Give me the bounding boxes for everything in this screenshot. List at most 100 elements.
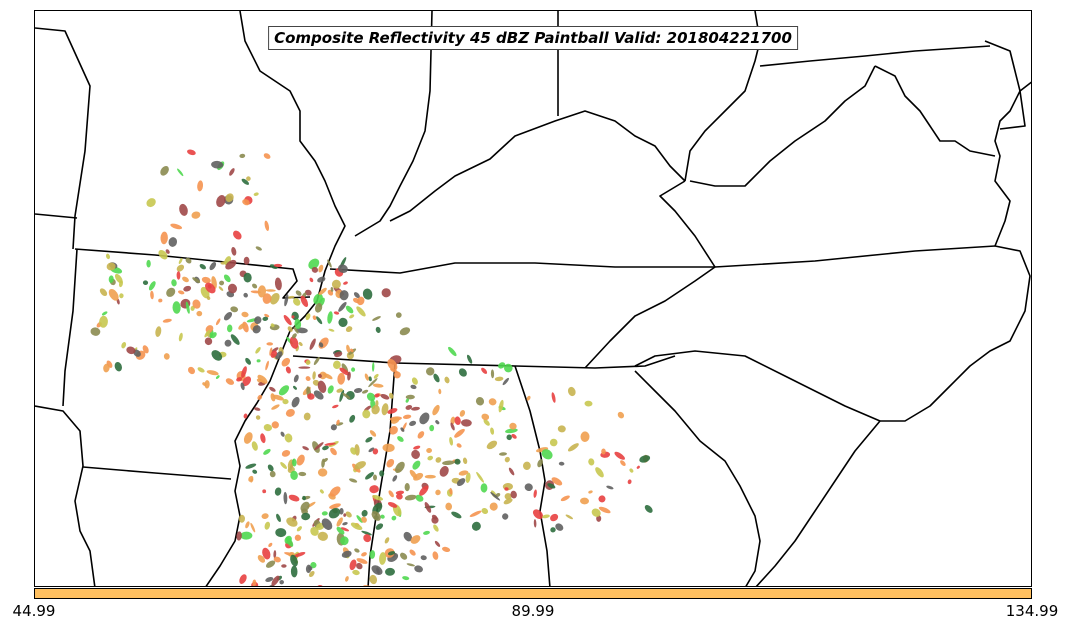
paintball-blob [305, 313, 311, 321]
paintball-blob [191, 211, 201, 219]
colorbar-tick-mid: 89.99 [511, 602, 555, 620]
paintball-blob [274, 487, 282, 496]
paintball-blob [317, 531, 328, 541]
paintball-blob [343, 513, 347, 517]
paintball-blob [206, 370, 219, 376]
paintball-blob [373, 373, 379, 379]
paintball-blob [328, 508, 341, 519]
paintball-blob [458, 470, 469, 476]
paintball-blob [327, 259, 332, 268]
paintball-blob [273, 550, 277, 559]
paintball-blob [336, 517, 343, 527]
paintball-blob [260, 433, 266, 444]
paintball-blob [196, 310, 203, 317]
paintball-blob [321, 458, 325, 468]
paintball-blob [381, 288, 391, 298]
paintball-blob [419, 412, 430, 425]
paintball-blob [400, 427, 405, 432]
paintball-blob [168, 237, 178, 247]
paintball-blob [294, 534, 302, 541]
paintball-blob [265, 577, 274, 582]
paintball-blob [380, 393, 390, 400]
paintball-blob [108, 288, 119, 301]
paintball-blob [281, 357, 291, 367]
paintball-blob [536, 447, 549, 453]
paintball-blob [245, 521, 250, 529]
paintball-blob [314, 585, 325, 586]
paintball-blob [432, 404, 440, 416]
paintball-blob [225, 193, 234, 203]
paintball-blob [163, 353, 170, 360]
paintball-blob [498, 362, 506, 369]
paintball-blob [606, 485, 614, 490]
paintball-blob [177, 168, 184, 177]
paintball-blob [318, 264, 324, 273]
paintball-blob [148, 281, 156, 291]
paintball-blob [435, 457, 442, 463]
paintball-blob [340, 527, 350, 532]
paintball-blob [262, 293, 272, 304]
paintball-blob [318, 337, 329, 349]
paintball-blob [481, 413, 490, 421]
paintball-blob [265, 289, 276, 292]
paintball-blob [387, 408, 398, 414]
paintball-blob [414, 565, 423, 573]
paintball-blob [252, 579, 257, 586]
paintball-blob [270, 323, 275, 328]
paintball-blob [230, 334, 240, 345]
paintball-blob [504, 487, 509, 491]
paintball-blob [524, 483, 533, 492]
paintball-blob [262, 547, 271, 560]
paintball-blob [263, 448, 271, 455]
paintball-blob [435, 489, 441, 496]
paintball-blob [365, 472, 374, 480]
paintball-blob [284, 433, 293, 443]
paintball-blob [296, 526, 302, 532]
paintball-blob [542, 514, 550, 519]
paintball-blob [215, 375, 220, 379]
paintball-blob [155, 326, 162, 337]
paintball-blob [199, 264, 206, 270]
paintball-blob [363, 585, 376, 586]
map-canvas [35, 11, 1031, 586]
paintball-blob [395, 461, 405, 474]
paintball-blob [272, 394, 284, 401]
paintball-blob [236, 531, 242, 541]
paintball-blob [268, 542, 273, 548]
paintball-blob [567, 443, 579, 452]
paintball-blob [313, 293, 323, 305]
paintball-blob [584, 400, 593, 407]
paintball-blob [411, 449, 420, 459]
paintball-blob [345, 511, 352, 518]
paintball-blob [287, 295, 295, 299]
paintball-blob [550, 513, 559, 522]
paintball-blob [332, 404, 339, 409]
paintball-blob [362, 288, 373, 300]
paintball-blob [462, 457, 468, 465]
paintball-blob [226, 324, 233, 333]
paintball-blob [201, 276, 211, 284]
paintball-blob [601, 448, 606, 455]
paintball-blob [119, 280, 123, 288]
paintball-blob [223, 311, 233, 321]
paintball-blob [243, 256, 250, 265]
paintball-blob [557, 425, 566, 433]
paintball-blob [224, 339, 232, 347]
paintball-blob [305, 376, 311, 382]
paintball-blob [404, 483, 410, 492]
paintball-blob [342, 392, 351, 399]
paintball-blob [321, 511, 328, 516]
paintball-blob [588, 490, 593, 494]
paintball-blob [295, 290, 302, 296]
paintball-blob [439, 466, 449, 477]
paintball-blob [442, 460, 455, 466]
paintball-blob [499, 452, 507, 456]
paintball-blob [296, 454, 305, 466]
paintball-blob [257, 285, 267, 298]
paintball-blob [241, 178, 250, 185]
paintball-blob [415, 494, 424, 502]
paintball-blob [454, 458, 461, 465]
paintball-blob [243, 432, 253, 444]
paintball-blob [286, 517, 298, 527]
paintball-blob [146, 198, 156, 208]
